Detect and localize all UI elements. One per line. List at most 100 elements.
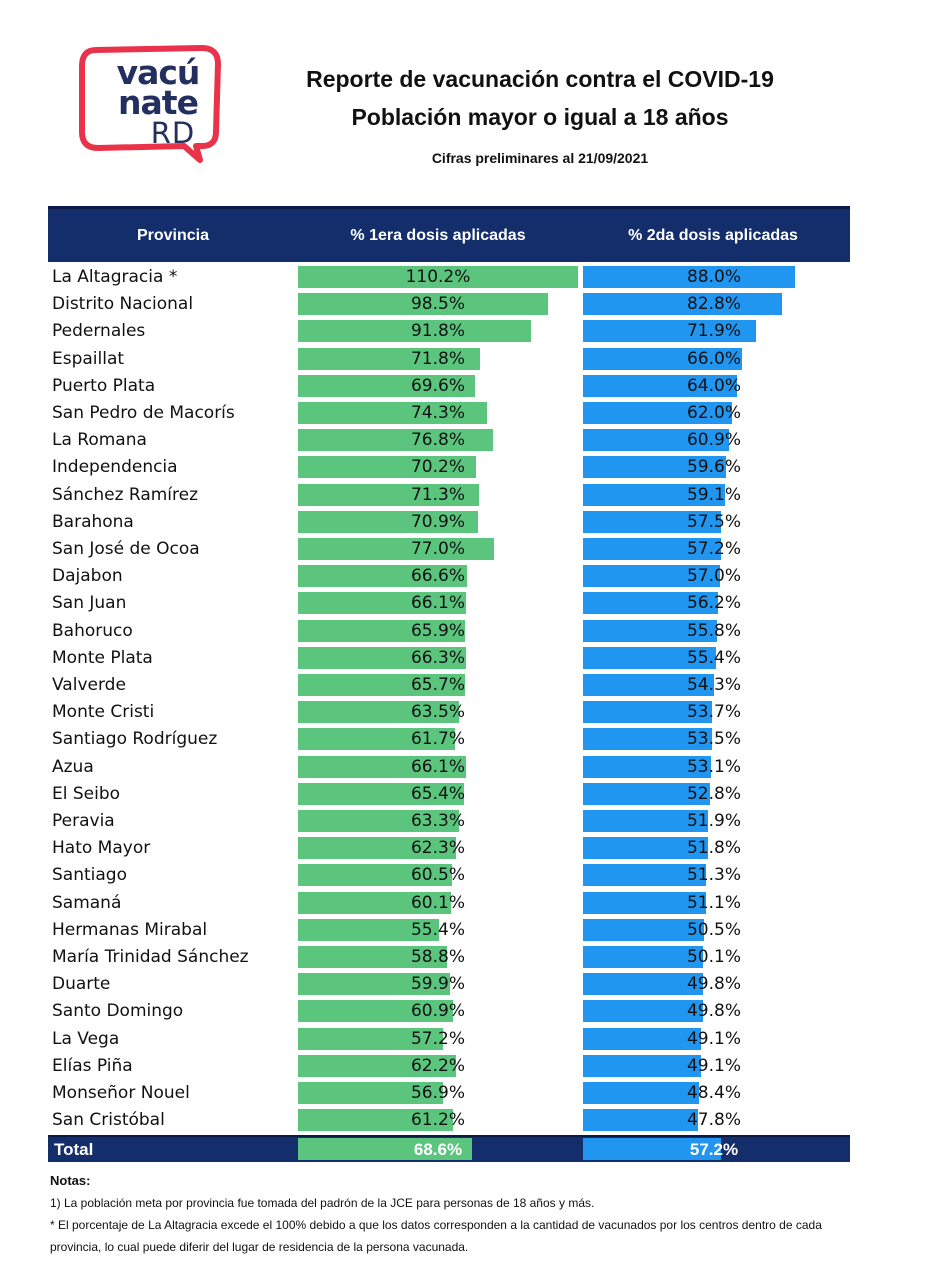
table-row: La Altagracia * 110.2% 88.0% xyxy=(48,264,850,291)
report-date: Cifras preliminares al 21/09/2021 xyxy=(431,150,649,166)
table-row: San Juan 66.1% 56.2% xyxy=(48,590,850,617)
table-row: Santo Domingo 60.9% 49.8% xyxy=(48,998,850,1025)
dose2-label: 52.8% xyxy=(686,783,741,804)
dose2-label: 60.9% xyxy=(686,430,741,451)
dose1-label: 66.1% xyxy=(410,756,465,777)
dose1-bar xyxy=(298,1027,444,1050)
dose2-bar xyxy=(583,946,704,968)
province-name: El Seibo xyxy=(52,783,121,804)
province-name: San Pedro de Macorís xyxy=(52,403,235,423)
dose2-bar xyxy=(583,483,726,506)
dose2-label: 57.0% xyxy=(686,566,741,587)
logo-line2: nate xyxy=(118,83,199,122)
dose1-bar xyxy=(298,674,465,696)
dose2-bar xyxy=(583,320,756,343)
dose1-label: 98.5% xyxy=(410,294,465,315)
table-row: Elías Piña 62.2% 49.1% xyxy=(48,1053,850,1080)
col-dose2-header: % 2da dosis aplicadas xyxy=(628,227,798,244)
table-row: Independencia 70.2% 59.6% xyxy=(48,454,850,481)
dose2-label: 47.8% xyxy=(686,1110,741,1131)
table-row: Samaná 60.1% 51.1% xyxy=(48,890,850,917)
dose2-label: 53.7% xyxy=(686,702,741,723)
dose2-label: 51.9% xyxy=(686,811,741,831)
dose1-bar xyxy=(298,864,452,887)
total-dose2-label: 57.2% xyxy=(689,1140,739,1159)
province-name: Pedernales xyxy=(52,321,146,342)
province-name: Sánchez Ramírez xyxy=(52,484,199,505)
table-row: Peravia 63.3% 51.9% xyxy=(48,808,850,835)
province-name: Distrito Nacional xyxy=(52,294,194,315)
province-name: Dajabon xyxy=(52,566,123,587)
dose1-label: 60.5% xyxy=(410,865,465,886)
dose2-label: 66.0% xyxy=(686,348,741,369)
notes-heading: Notas: xyxy=(50,1173,91,1188)
logo-line3: RD xyxy=(150,116,196,150)
dose1-label: 77.0% xyxy=(410,539,465,559)
dose1-label: 65.7% xyxy=(410,675,465,695)
dose2-label: 49.1% xyxy=(686,1028,741,1049)
dose1-bar xyxy=(298,374,475,397)
dose2-bar xyxy=(583,402,733,424)
province-name: Espaillat xyxy=(52,348,125,369)
dose2-label: 51.1% xyxy=(686,892,741,913)
dose1-bar xyxy=(298,646,467,669)
province-name: La Vega xyxy=(52,1028,120,1049)
dose2-label: 55.8% xyxy=(686,620,741,641)
logo-text: vacú nate RD xyxy=(98,56,218,150)
dose2-bar xyxy=(583,1000,703,1023)
dose2-label: 62.0% xyxy=(686,403,741,423)
dose2-bar xyxy=(583,674,714,696)
province-name: San José de Ocoa xyxy=(52,539,200,559)
table-row: Bahoruco 65.9% 55.8% xyxy=(48,618,850,645)
province-name: Hato Mayor xyxy=(52,838,151,859)
dose1-bar xyxy=(298,1082,443,1104)
dose2-bar xyxy=(583,782,710,805)
table-row: Valverde 65.7% 54.3% xyxy=(48,672,850,699)
table-row: Monte Cristi 63.5% 53.7% xyxy=(48,699,850,726)
province-name: Santo Domingo xyxy=(52,1001,184,1022)
dose1-label: 55.4% xyxy=(410,919,465,940)
province-name: La Altagracia * xyxy=(52,267,178,287)
dose1-bar xyxy=(298,483,480,506)
dose1-label: 110.2% xyxy=(405,267,471,287)
dose2-label: 49.1% xyxy=(686,1055,741,1076)
province-name: San Juan xyxy=(52,593,127,614)
dose1-label: 65.4% xyxy=(410,783,465,804)
total-dose1-label: 68.6% xyxy=(413,1140,463,1159)
dose2-bar xyxy=(583,918,705,941)
table-row: Hato Mayor 62.3% 51.8% xyxy=(48,835,850,862)
province-name: Monseñor Nouel xyxy=(52,1083,190,1103)
table-header: Provincia % 1era dosis aplicadas % 2da d… xyxy=(48,206,850,262)
dose1-bar xyxy=(298,728,455,751)
dose1-label: 62.2% xyxy=(410,1055,465,1076)
dose1-bar xyxy=(298,320,532,343)
dose2-label: 59.6% xyxy=(686,457,741,478)
dose2-bar xyxy=(583,592,719,615)
vacunate-rd-logo: vacú nate RD xyxy=(74,44,224,164)
table-row: Monseñor Nouel 56.9% 48.4% xyxy=(48,1080,850,1107)
dose1-bar xyxy=(298,755,466,778)
dose2-label: 57.5% xyxy=(686,511,741,532)
dose2-label: 50.1% xyxy=(686,947,741,967)
dose1-label: 70.2% xyxy=(410,457,465,478)
table-row: San Pedro de Macorís 74.3% 62.0% xyxy=(48,400,850,427)
dose1-label: 59.9% xyxy=(410,974,465,995)
total-label: Total xyxy=(54,1140,94,1159)
dose2-bar xyxy=(583,510,722,533)
table-row: Duarte 59.9% 49.8% xyxy=(48,971,850,998)
province-name: Barahona xyxy=(52,511,134,532)
province-name: Puerto Plata xyxy=(52,375,156,396)
dose2-label: 54.3% xyxy=(686,675,741,695)
dose1-bar xyxy=(298,266,578,288)
dose2-bar xyxy=(583,810,708,832)
table-row: Barahona 70.9% 57.5% xyxy=(48,509,850,536)
dose2-bar xyxy=(583,429,730,452)
table-row: San José de Ocoa 77.0% 57.2% xyxy=(48,536,850,563)
dose2-bar xyxy=(583,728,712,751)
table-row: Dajabon 66.6% 57.0% xyxy=(48,563,850,590)
dose2-label: 49.8% xyxy=(686,1001,741,1022)
province-name: Duarte xyxy=(52,974,111,995)
col-dose1-header: % 1era dosis aplicadas xyxy=(350,227,526,244)
dose1-bar xyxy=(298,973,451,996)
table-row: Espaillat 71.8% 66.0% xyxy=(48,346,850,373)
